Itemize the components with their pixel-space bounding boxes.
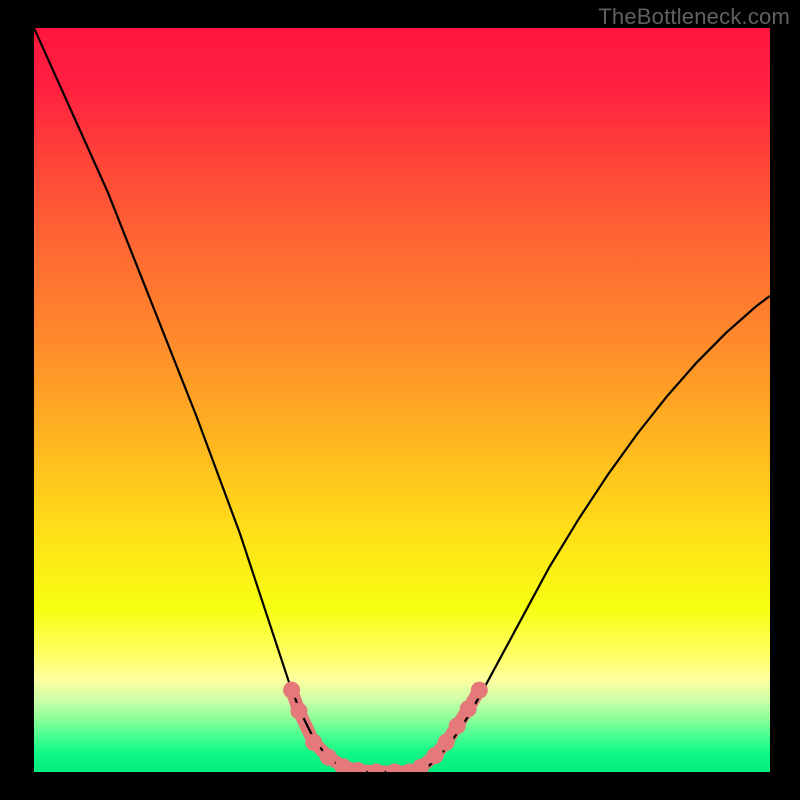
data-marker [427, 748, 443, 764]
data-marker [449, 718, 465, 734]
data-marker [335, 759, 351, 772]
chart-container: TheBottleneck.com [0, 0, 800, 800]
data-marker [387, 764, 403, 772]
data-marker [291, 703, 307, 719]
data-marker [320, 749, 336, 765]
data-marker [460, 701, 476, 717]
data-marker [412, 760, 428, 772]
markers [284, 682, 488, 772]
data-marker [471, 682, 487, 698]
watermark-text: TheBottleneck.com [598, 4, 790, 30]
plot-curves [34, 28, 770, 772]
data-marker [438, 734, 454, 750]
data-marker [306, 734, 322, 750]
data-marker [284, 682, 300, 698]
bottleneck-curve [34, 28, 770, 772]
plot-area [34, 28, 770, 772]
